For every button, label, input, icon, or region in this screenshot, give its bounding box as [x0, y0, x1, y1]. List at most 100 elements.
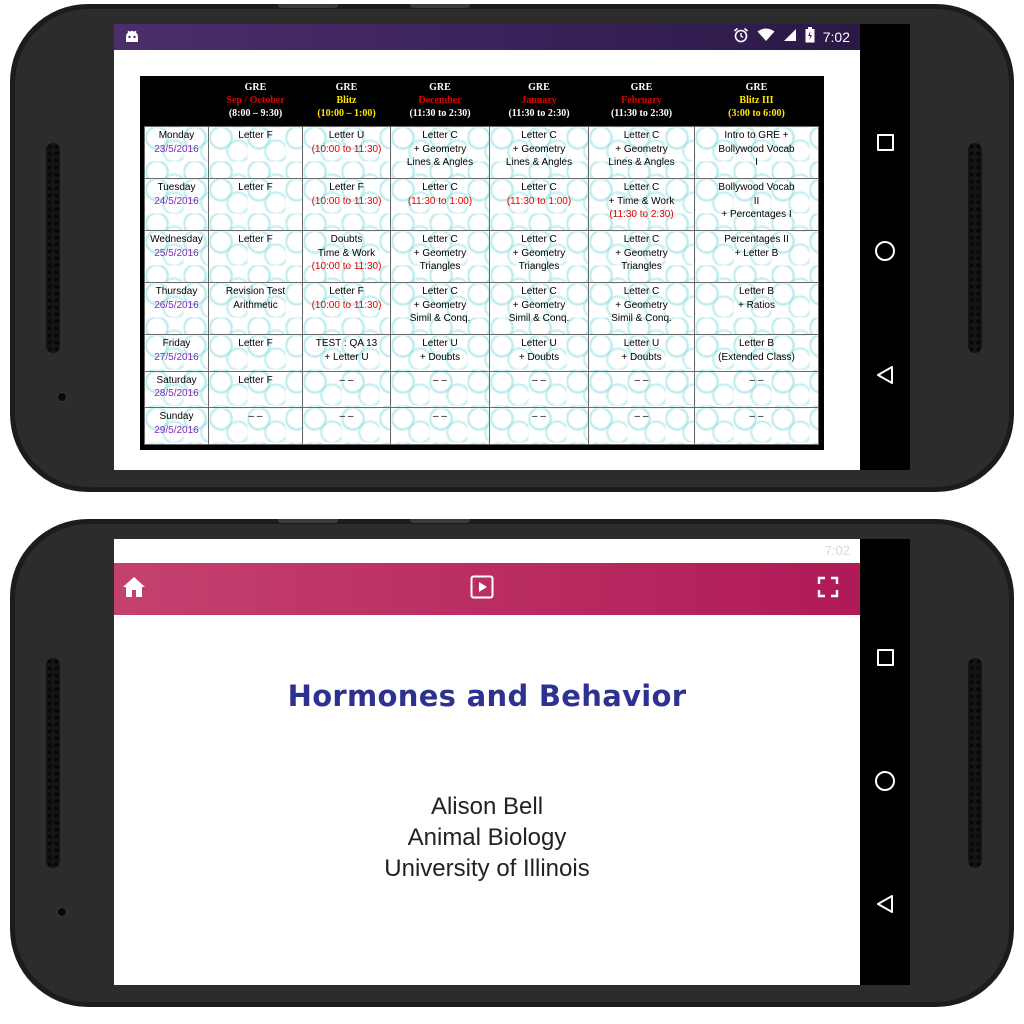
- back-button[interactable]: [860, 362, 910, 392]
- day-name: Tuesday: [157, 182, 196, 194]
- cell-line: TEST : QA 13: [315, 338, 378, 350]
- day-name: Monday: [158, 130, 195, 141]
- day-cell: Thursday 26/5/2016: [144, 282, 209, 336]
- home-toolbar-button[interactable]: [120, 575, 148, 603]
- signal-icon: [783, 28, 797, 47]
- cell-line: Letter F: [238, 234, 273, 246]
- cell-line: + Geometry: [512, 247, 566, 259]
- cell-line: Arithmetic: [233, 299, 278, 311]
- day-name: Saturday: [156, 374, 197, 386]
- column-header: GRE Blitz (10:00 – 1:00): [302, 79, 391, 127]
- header-line2: Blitz III: [739, 95, 774, 106]
- cell-line: Letter U: [328, 130, 365, 141]
- home-button[interactable]: [860, 766, 910, 796]
- schedule-cell: Letter C + Geometry Simil & Conq.: [489, 282, 589, 336]
- cell-line: + Geometry: [413, 299, 467, 311]
- cell-line: Percentages II: [724, 234, 789, 246]
- day-date: 28/5/2016: [154, 388, 199, 400]
- power-button: [410, 4, 470, 8]
- cell-line: Bollywood Vocab: [718, 182, 795, 194]
- cell-line: Letter F: [238, 374, 273, 386]
- cell-line: Triangles: [518, 261, 560, 273]
- power-button: [410, 519, 470, 523]
- schedule-cell: Percentages II + Letter B: [694, 230, 819, 284]
- front-camera: [57, 907, 67, 917]
- schedule-cell: Letter F (10:00 to 11:30): [302, 178, 391, 232]
- day-name: Friday: [162, 338, 191, 350]
- cell-line: Triangles: [621, 261, 662, 273]
- table-row: Monday 23/5/2016 Letter F Letter U (10:00 to…: [144, 125, 819, 180]
- schedule-cell: Letter C + Geometry Simil & Conq.: [390, 282, 490, 336]
- cell-line: Revision Test: [225, 286, 286, 298]
- speaker-grille-right: [968, 658, 982, 868]
- cell-line: Letter C: [521, 182, 557, 194]
- phone-schedule: 7:02 GRE Sep / October (8:00 – 9:30) GRE Bli…: [10, 4, 1014, 492]
- day-cell: Sunday 29/5/2016: [144, 407, 209, 445]
- cell-line: Letter C: [422, 182, 458, 194]
- recents-button[interactable]: [860, 127, 910, 157]
- cell-line: – –: [433, 374, 447, 386]
- schedule-cell: Letter U + Doubts: [390, 334, 490, 372]
- cell-line: Lines & Angles: [505, 157, 573, 168]
- schedule-cell: Intro to GRE + Bollywood Vocab I: [694, 125, 819, 180]
- header-line3: (10:00 – 1:00): [317, 108, 376, 119]
- column-header: GRE January (11:30 to 2:30): [489, 79, 589, 127]
- table-row: Saturday 28/5/2016 Letter F – – – – – – – – – –: [144, 370, 819, 409]
- nav-bar: [860, 539, 910, 985]
- schedule-table: GRE Sep / October (8:00 – 9:30) GRE Blitz (10…: [144, 79, 819, 445]
- cell-line: + Letter U: [324, 351, 369, 363]
- cell-line: + Letter B: [734, 247, 779, 259]
- header-line2: December: [418, 95, 462, 106]
- cell-line: + Geometry: [615, 143, 668, 155]
- cell-line: Simil & Conq.: [409, 313, 471, 325]
- status-bar: 7:02: [114, 24, 860, 50]
- recents-icon: [876, 133, 894, 151]
- fullscreen-button[interactable]: [814, 575, 842, 603]
- cell-line: Intro to GRE +: [724, 130, 789, 141]
- schedule-cell: Letter C + Time & Work (11:30 to 2:30): [588, 178, 695, 232]
- cell-line: (11:30 to 2:30): [609, 209, 674, 221]
- schedule-cell: – –: [489, 370, 589, 409]
- header-line1: GRE: [745, 82, 768, 93]
- schedule-cell: Letter C + Geometry Triangles: [489, 230, 589, 284]
- fullscreen-icon: [817, 576, 839, 603]
- header-line2: January: [521, 95, 557, 106]
- header-line1: GRE: [630, 82, 653, 93]
- home-icon: [122, 576, 146, 603]
- cell-line: Letter C: [521, 234, 557, 246]
- cell-line: (11:30 to 1:00): [506, 195, 572, 207]
- cell-line: Letter U: [422, 338, 458, 350]
- header-line1: GRE: [244, 82, 267, 93]
- back-button[interactable]: [860, 891, 910, 921]
- cell-line: – –: [749, 411, 764, 423]
- header-line3: (8:00 – 9:30): [228, 108, 283, 119]
- cell-line: I: [755, 157, 758, 168]
- day-name: Wednesday: [150, 234, 203, 246]
- schedule-cell: Bollywood Vocab II + Percentages I: [694, 178, 819, 232]
- schedule-cell: Letter C + Geometry Lines & Angles: [489, 125, 589, 180]
- slide-author: Alison Bell: [430, 793, 544, 820]
- play-button[interactable]: [468, 575, 496, 603]
- day-date: 26/5/2016: [154, 299, 199, 311]
- day-date: 27/5/2016: [154, 351, 199, 363]
- day-cell: Tuesday 24/5/2016: [144, 178, 209, 232]
- phone-presentation: 7:02 Hormones and Behavior Alison Bell A…: [10, 519, 1014, 1007]
- cell-line: Bollywood Vocab: [718, 143, 795, 155]
- schedule-cell: Letter C + Geometry Triangles: [588, 230, 695, 284]
- table-row: Friday 27/5/2016 Letter F TEST : QA 13 + Let…: [144, 334, 819, 372]
- cell-line: Letter U: [521, 338, 557, 350]
- cell-line: Letter F: [238, 130, 273, 141]
- cell-line: Letter C: [422, 130, 458, 141]
- schedule-cell: Doubts Time & Work (10:00 to 11:30): [302, 230, 391, 284]
- schedule-cell: Letter B (Extended Class): [694, 334, 819, 372]
- home-button[interactable]: [860, 236, 910, 266]
- cell-line: + Geometry: [413, 247, 467, 259]
- cell-line: Letter C: [422, 234, 458, 246]
- column-header: GRE Blitz III (3:00 to 6:00): [694, 79, 819, 127]
- column-header: GRE February (11:30 to 2:30): [588, 79, 695, 127]
- schedule-cell: – –: [302, 370, 391, 409]
- app-toolbar: [114, 563, 860, 615]
- recents-button[interactable]: [860, 642, 910, 672]
- slide-title: Hormones and Behavior: [287, 679, 687, 713]
- day-date: 23/5/2016: [154, 143, 199, 155]
